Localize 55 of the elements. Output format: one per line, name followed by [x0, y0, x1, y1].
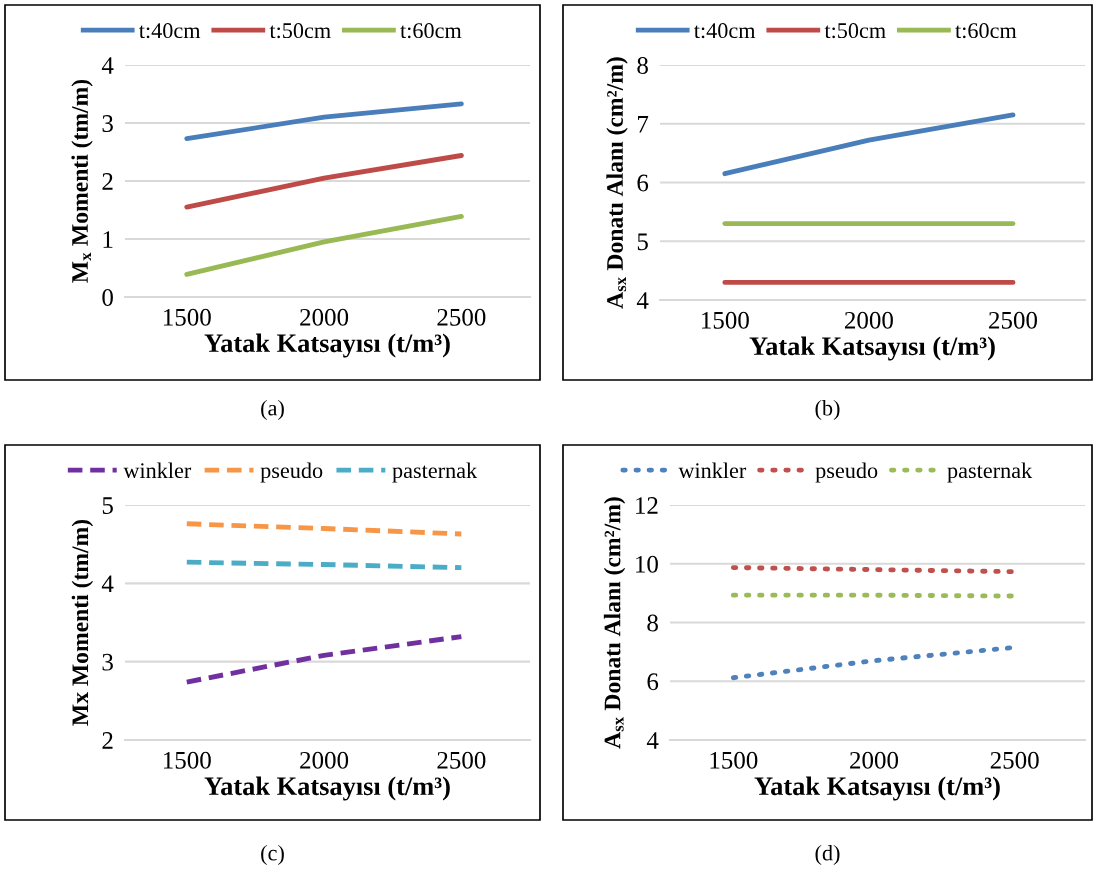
- y-tick-label: 8: [637, 57, 648, 74]
- text: (b): [815, 399, 840, 421]
- x-tick-label: 1500: [163, 751, 211, 769]
- x-axis-title: Yatak Katsayısı (t/m³): [204, 776, 450, 801]
- y-axis-title: M$_{x}$ Momenti (tm/m): [71, 79, 93, 283]
- x-axis-title: Yatak Katsayısı (t/m³): [204, 333, 450, 358]
- y-tick-label: 8: [647, 614, 658, 632]
- legend-label: pasternak: [947, 462, 1033, 483]
- y-tick-label: 4: [101, 57, 114, 74]
- y-tick-label: 12: [636, 497, 658, 514]
- y-tick-label: 2: [102, 732, 113, 749]
- legend-label: pasternak: [392, 462, 478, 483]
- y-tick-label: 5: [637, 233, 648, 251]
- y-tick-label: 3: [102, 653, 113, 671]
- legend-label: winkler: [678, 462, 747, 479]
- legend-label: t:50cm: [824, 23, 886, 39]
- x-tick-label: 2000: [300, 751, 349, 769]
- legend-label: pseudo: [260, 462, 323, 483]
- x-tick-label: 2500: [990, 751, 1039, 769]
- y-axis-title: Mx Momenti (tm/m): [71, 519, 94, 726]
- x-tick-label: 2000: [300, 308, 349, 326]
- legend-label: t:40cm: [694, 23, 756, 39]
- y-tick-label: 0: [102, 289, 113, 306]
- x-axis-title: Yatak Katsayısı (t/m³): [754, 776, 1000, 801]
- x-tick-label: 2500: [437, 308, 486, 326]
- legend-label: pseudo: [815, 462, 878, 483]
- x-tick-label: 2500: [437, 751, 486, 769]
- y-tick-label: 10: [636, 555, 658, 573]
- y-tick-label: 6: [637, 174, 649, 192]
- legend-label: t:50cm: [269, 23, 331, 39]
- legend-label: winkler: [123, 462, 192, 479]
- y-tick-label: 3: [102, 115, 113, 132]
- y-tick-label: 4: [636, 292, 649, 309]
- y-tick-label: 6: [647, 673, 659, 691]
- y-tick-label: 2: [102, 173, 113, 190]
- y-axis-title: A$_{sx}$ Donatı Alanı (cm²/m): [603, 497, 626, 749]
- legend-label: t:60cm: [955, 23, 1017, 39]
- text: (d): [815, 844, 840, 866]
- y-tick-label: 4: [101, 575, 114, 593]
- x-tick-label: 2000: [850, 751, 899, 769]
- legend-label: t:60cm: [400, 23, 462, 39]
- x-tick-label: 1500: [702, 311, 749, 329]
- x-tick-label: 2500: [989, 311, 1038, 329]
- text: (a): [261, 399, 284, 421]
- text: (c): [261, 844, 284, 866]
- y-tick-label: 4: [646, 732, 659, 749]
- x-tick-label: 1500: [163, 308, 211, 326]
- y-tick-label: 7: [638, 116, 649, 133]
- y-axis-title: A$_{sx}$ Donatı Alanı (cm²/m): [606, 57, 628, 309]
- y-tick-label: 5: [102, 497, 113, 514]
- y-tick-label: 1: [103, 231, 113, 248]
- x-axis-title: Yatak Katsayısı (t/m³): [749, 336, 995, 361]
- legend-label: t:40cm: [139, 23, 201, 39]
- x-tick-label: 2000: [845, 311, 893, 329]
- x-tick-label: 1500: [710, 751, 758, 769]
